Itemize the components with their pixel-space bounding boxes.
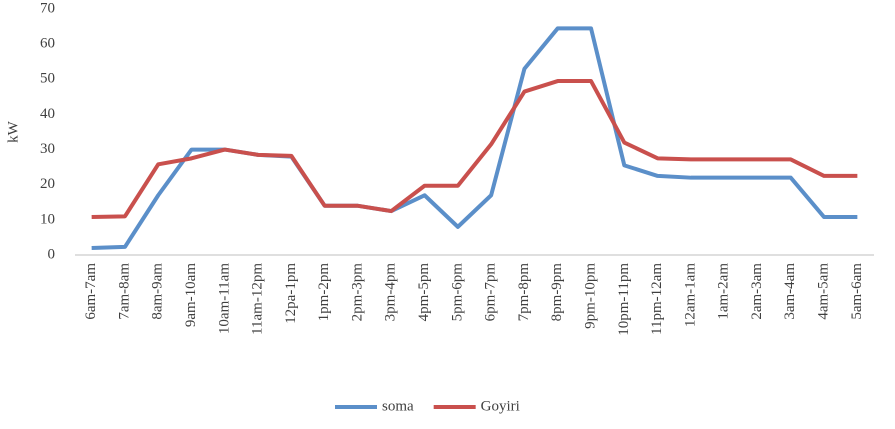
- x-tick-label: 1am-2am: [716, 263, 732, 320]
- x-tick-label: 2am-3am: [749, 263, 765, 320]
- x-tick-label: 5am-6am: [849, 263, 865, 320]
- x-tick-label: 11pm-12am: [649, 263, 665, 335]
- y-tick-label: 40: [40, 106, 55, 122]
- x-tick-label: 6am-7am: [83, 263, 99, 320]
- x-tick-label: 3am-4am: [782, 263, 798, 320]
- y-tick-label: 10: [40, 211, 55, 227]
- x-tick-label: 7am-8am: [116, 263, 132, 320]
- y-tick-label: 50: [40, 71, 55, 87]
- legend-label: soma: [382, 398, 414, 414]
- x-tick-label: 10pm-11pm: [616, 263, 632, 336]
- x-tick-label: 4am-5am: [816, 263, 832, 320]
- y-tick-label: 60: [40, 36, 55, 52]
- y-tick-label: 70: [40, 0, 55, 16]
- x-tick-label: 10am-11am: [216, 263, 232, 334]
- y-axis-label: kW: [5, 120, 21, 143]
- x-tick-label: 9pm-10pm: [582, 263, 598, 329]
- y-tick-label: 30: [40, 141, 55, 157]
- y-tick-label: 20: [40, 176, 55, 192]
- y-tick-label: 0: [48, 246, 56, 262]
- x-tick-label: 3pm-4pm: [383, 263, 399, 322]
- x-tick-label: 1pm-2pm: [316, 263, 332, 322]
- x-tick-label: 4pm-5pm: [416, 263, 432, 322]
- x-tick-label: 11am-12pm: [250, 263, 266, 335]
- x-tick-label: 12am-1am: [682, 263, 698, 327]
- x-tick-label: 6pm-7pm: [483, 263, 499, 322]
- line-series: [91, 79, 858, 220]
- x-tick-label: 8am-9am: [150, 263, 166, 320]
- x-tick-label: 5pm-6pm: [449, 263, 465, 322]
- x-tick-label: 9am-10am: [183, 263, 199, 327]
- legend-label: Goyiri: [481, 398, 520, 414]
- x-tick-label: 2pm-3pm: [349, 263, 365, 322]
- x-tick-label: 8pm-9pm: [549, 263, 565, 322]
- line-series: [91, 26, 858, 250]
- x-tick-label: 7pm-8pm: [516, 263, 532, 322]
- x-tick-label: 12pa-1pm: [283, 263, 299, 324]
